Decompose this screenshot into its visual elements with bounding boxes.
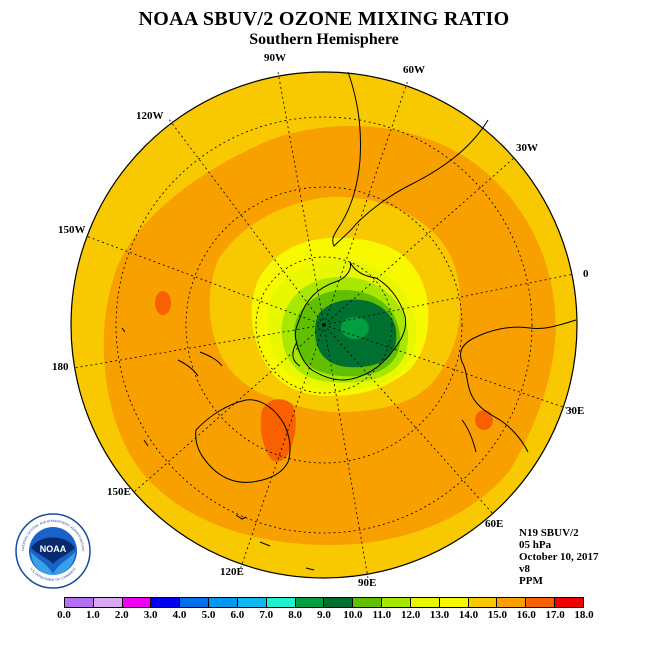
color-scale-tick-label: 11.0 <box>372 609 392 621</box>
lon-label-30e: 30E <box>566 405 585 417</box>
hotspot-east <box>475 410 493 430</box>
color-scale-tick-label: 18.0 <box>574 609 594 621</box>
longitude-grid <box>73 71 575 579</box>
color-scale-cell <box>439 598 469 607</box>
noaa-logo: NOAA NATIONAL OCEANIC AND ATMOSPHERIC AD… <box>15 513 91 589</box>
info-level: 05 hPa <box>519 539 552 551</box>
logo-text: NOAA <box>40 544 67 554</box>
latitude-grid <box>115 116 533 534</box>
color-scale-tick-label: 5.0 <box>201 609 216 621</box>
color-scale-tick-label: 7.0 <box>259 609 274 621</box>
color-scale-cell <box>526 598 556 607</box>
lon-label-90e: 90E <box>358 577 377 589</box>
lon-label-30w: 30W <box>516 142 538 154</box>
lon-label-150e: 150E <box>107 486 131 498</box>
lon-label-120e: 120E <box>220 566 244 578</box>
color-scale-cell <box>410 598 440 607</box>
color-scale-tick-label: 3.0 <box>143 609 158 621</box>
color-scale-cell <box>65 598 94 607</box>
color-scale-cell <box>382 598 411 607</box>
info-instrument: N19 SBUV/2 <box>519 527 579 539</box>
info-version: v8 <box>519 563 530 575</box>
color-scale-tick-label: 8.0 <box>288 609 302 621</box>
color-scale-tick-label: 6.0 <box>230 609 245 621</box>
hotspot-south <box>260 399 296 462</box>
color-scale-tick-label: 13.0 <box>429 609 450 621</box>
color-scale-tick-label: 9.0 <box>317 609 331 621</box>
color-scale-cell <box>324 598 354 607</box>
color-scale-tick-label: 1.0 <box>86 609 100 621</box>
lon-label-120w: 120W <box>136 110 164 122</box>
color-scale-cell <box>555 598 583 607</box>
color-scale-cell <box>468 598 498 607</box>
color-scale-cell <box>209 598 238 607</box>
color-scale-tick-label: 16.0 <box>516 609 536 621</box>
coastlines <box>121 71 577 571</box>
map-subtitle: Southern Hemisphere <box>249 31 399 48</box>
color-scale-cell <box>295 598 325 607</box>
lon-label-60e: 60E <box>485 518 504 530</box>
color-scale-tick-label: 2.0 <box>114 609 129 621</box>
info-date: October 10, 2017 <box>519 551 599 563</box>
map-border <box>70 71 578 579</box>
color-scale-tick-label: 14.0 <box>458 609 479 621</box>
color-scale-tick-label: 15.0 <box>487 609 507 621</box>
color-scale-cell <box>122 598 152 607</box>
color-scale-tick-label: 10.0 <box>343 609 363 621</box>
lon-label-180: 180 <box>52 361 69 373</box>
color-scale-cell <box>266 598 296 607</box>
color-scale-cell <box>93 598 123 607</box>
color-scale-cell <box>353 598 383 607</box>
lon-label-90w: 90W <box>264 52 286 64</box>
info-block: N19 SBUV/2 05 hPa October 10, 2017 v8 PP… <box>519 527 599 587</box>
color-scale-cell <box>180 598 210 607</box>
color-scale-tick-label: 4.0 <box>172 609 187 621</box>
color-scale-bar <box>64 597 584 608</box>
color-scale-cell <box>497 598 527 607</box>
color-scale-tick-label: 17.0 <box>545 609 565 621</box>
lon-label-0: 0 <box>583 268 589 280</box>
hotspot-west <box>155 291 171 315</box>
color-scale-tick-label: 0.0 <box>57 609 71 621</box>
lon-label-60w: 60W <box>403 64 425 76</box>
color-scale-tick-label: 12.0 <box>401 609 421 621</box>
ozone-field <box>71 72 577 578</box>
color-scale-labels: 0.0 1.0 2.0 3.0 4.0 5.0 6.0 7.0 8.0 9.0 10.0 11.0 12… <box>0 609 648 623</box>
map-title: NOAA SBUV/2 OZONE MIXING RATIO <box>138 8 510 30</box>
lon-label-150w: 150W <box>58 224 86 236</box>
color-scale-cell <box>151 598 181 607</box>
info-units: PPM <box>519 575 543 587</box>
color-scale-cell <box>237 598 267 607</box>
